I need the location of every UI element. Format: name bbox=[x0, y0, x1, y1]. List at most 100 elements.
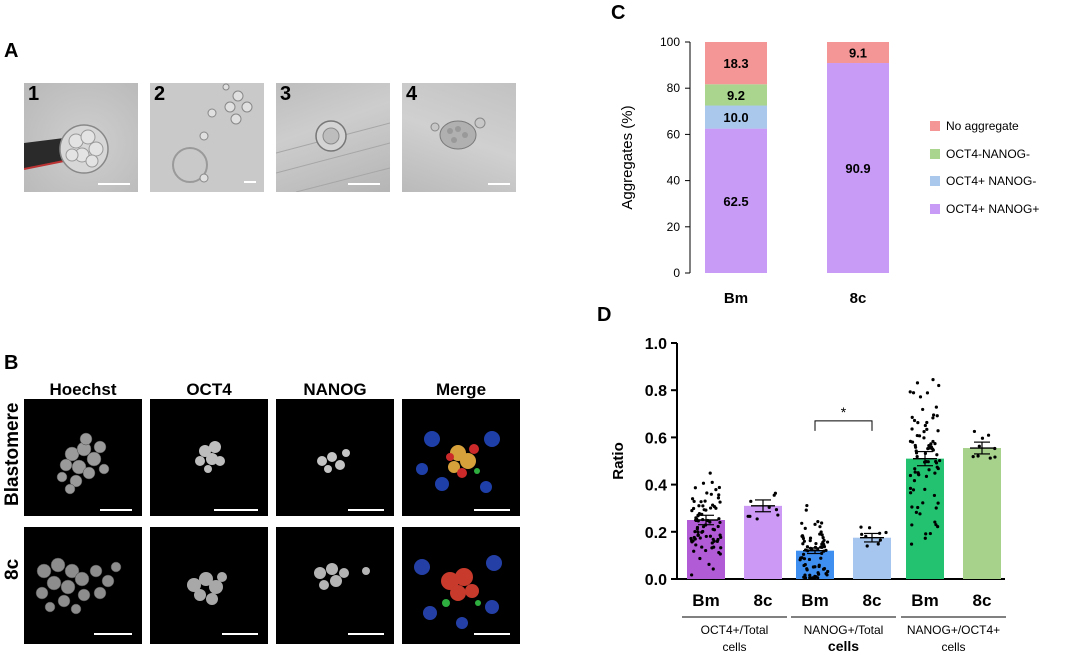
data-point bbox=[909, 542, 914, 546]
data-point bbox=[931, 439, 935, 444]
data-point bbox=[932, 493, 937, 498]
legend-label: OCT4+ NANOG+ bbox=[946, 202, 1039, 216]
data-point bbox=[934, 506, 938, 510]
data-point bbox=[807, 557, 812, 562]
micro-image-4: 4 bbox=[402, 83, 516, 192]
bar bbox=[963, 448, 1001, 579]
data-point bbox=[705, 491, 709, 495]
data-point bbox=[910, 505, 914, 509]
data-point bbox=[811, 565, 816, 569]
bar-segment bbox=[705, 105, 767, 129]
data-point bbox=[825, 573, 829, 577]
data-point bbox=[717, 493, 721, 497]
data-point bbox=[925, 391, 930, 395]
data-point bbox=[814, 541, 818, 546]
data-point bbox=[803, 526, 807, 530]
data-point bbox=[693, 537, 697, 541]
data-point bbox=[804, 508, 808, 512]
data-point bbox=[922, 429, 926, 434]
group-label: cells bbox=[941, 640, 965, 654]
scale-bar bbox=[348, 183, 380, 185]
data-point bbox=[696, 530, 700, 534]
chart-d-scatter-bar: 0.0 0.2 0.4 0.6 0.8 1.0 Ratio Bm 8c Bm 8c Bm 8c * OCT4… bbox=[610, 336, 1006, 654]
data-point bbox=[934, 523, 938, 527]
data-point bbox=[925, 427, 929, 431]
data-point bbox=[933, 441, 937, 446]
data-point bbox=[817, 572, 821, 576]
data-point bbox=[972, 429, 977, 434]
data-point bbox=[709, 492, 713, 496]
fluor-8c-nanog bbox=[276, 527, 394, 644]
data-point bbox=[909, 491, 913, 495]
data-label: 9.2 bbox=[727, 88, 745, 103]
data-point bbox=[986, 433, 991, 437]
data-point bbox=[913, 470, 917, 474]
data-point bbox=[755, 517, 759, 521]
x-category-label: 8c bbox=[850, 290, 867, 307]
x-category-label: 8c bbox=[754, 591, 773, 610]
data-point bbox=[718, 500, 722, 504]
data-point bbox=[808, 536, 813, 540]
group-label: cells bbox=[722, 640, 746, 654]
data-point bbox=[773, 491, 778, 495]
legend-label: OCT4+ NANOG- bbox=[946, 174, 1036, 188]
data-point bbox=[798, 558, 802, 562]
data-point bbox=[931, 448, 935, 452]
data-point bbox=[701, 504, 705, 508]
data-point bbox=[690, 509, 694, 513]
panel-d-letter: D bbox=[597, 304, 612, 326]
data-point bbox=[717, 517, 721, 521]
data-point bbox=[802, 557, 807, 561]
data-point bbox=[910, 440, 915, 444]
data-point bbox=[719, 535, 723, 539]
panel-a-letter: A bbox=[4, 40, 19, 62]
data-point bbox=[690, 497, 695, 501]
data-point bbox=[813, 522, 817, 526]
data-label: 90.9 bbox=[845, 161, 870, 176]
fluor-8c-merge bbox=[402, 527, 520, 644]
fluor-8c-hoechst bbox=[24, 527, 142, 644]
group-label: OCT4+/Total bbox=[701, 623, 769, 637]
data-point bbox=[934, 459, 938, 464]
data-point bbox=[703, 499, 707, 503]
data-point bbox=[936, 501, 940, 505]
data-point bbox=[928, 446, 932, 450]
data-point bbox=[908, 486, 913, 491]
data-point bbox=[700, 545, 704, 549]
significance-bracket bbox=[814, 420, 873, 431]
micro-image-2: 2 bbox=[150, 83, 264, 192]
data-label: 10.0 bbox=[723, 110, 748, 125]
data-point bbox=[910, 415, 914, 419]
data-point bbox=[935, 465, 939, 469]
data-point bbox=[818, 525, 822, 529]
data-point bbox=[878, 538, 882, 542]
data-point bbox=[914, 445, 918, 449]
data-point bbox=[801, 552, 806, 556]
data-point bbox=[935, 453, 939, 457]
image-number: 2 bbox=[154, 83, 166, 105]
y-tick-label: 0.4 bbox=[645, 478, 667, 495]
data-point bbox=[695, 525, 700, 530]
data-point bbox=[690, 573, 694, 577]
data-point bbox=[710, 480, 714, 485]
data-point bbox=[805, 503, 809, 508]
data-point bbox=[865, 544, 869, 548]
data-point bbox=[825, 540, 830, 544]
bar-segment bbox=[705, 42, 767, 85]
data-point bbox=[915, 381, 920, 385]
data-label: 9.1 bbox=[849, 46, 867, 61]
data-point bbox=[708, 520, 712, 524]
data-point bbox=[708, 471, 712, 475]
data-point bbox=[860, 532, 864, 536]
data-point bbox=[693, 486, 697, 490]
data-point bbox=[913, 467, 917, 471]
legend-swatch bbox=[930, 204, 940, 214]
y-tick-label: 60 bbox=[667, 127, 681, 141]
data-point bbox=[931, 378, 935, 382]
data-point bbox=[803, 576, 807, 580]
data-point bbox=[921, 501, 925, 505]
data-point bbox=[711, 537, 715, 541]
row-header-8c: 8c bbox=[2, 558, 23, 580]
data-point bbox=[931, 416, 935, 420]
y-tick-label: 0.8 bbox=[645, 383, 667, 400]
